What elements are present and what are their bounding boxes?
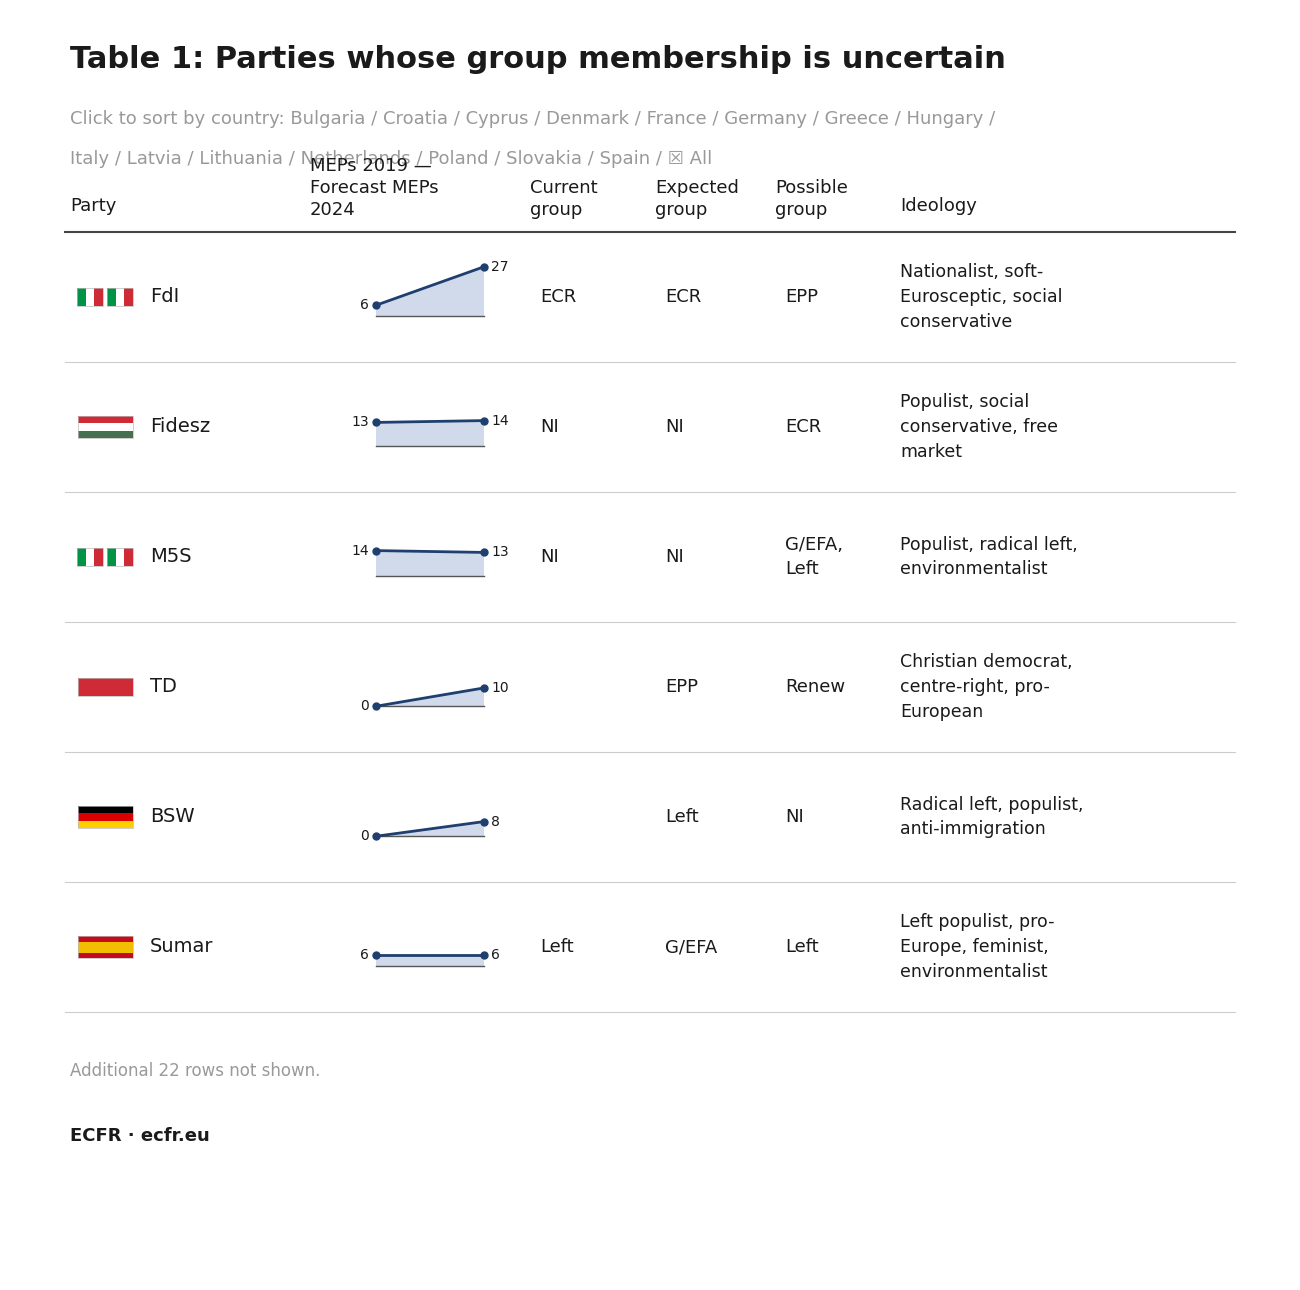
Bar bbox=[107, 548, 116, 566]
Bar bbox=[78, 423, 133, 431]
Text: Populist, social
conservative, free
market: Populist, social conservative, free mark… bbox=[900, 393, 1058, 461]
Text: ECR: ECR bbox=[785, 418, 822, 436]
Text: Left: Left bbox=[666, 808, 698, 826]
Bar bbox=[95, 288, 103, 306]
Text: Table 1: Parties whose group membership is uncertain: Table 1: Parties whose group membership … bbox=[70, 45, 1006, 74]
Text: ECR: ECR bbox=[666, 288, 701, 306]
Text: Left: Left bbox=[785, 938, 819, 956]
Text: G/EFA: G/EFA bbox=[666, 938, 718, 956]
Text: Renew: Renew bbox=[785, 679, 845, 697]
Text: Radical left, populist,
anti-immigration: Radical left, populist, anti-immigration bbox=[900, 796, 1083, 838]
Bar bbox=[78, 415, 133, 423]
Text: 0: 0 bbox=[360, 829, 369, 844]
Bar bbox=[125, 548, 133, 566]
Text: NI: NI bbox=[540, 548, 559, 566]
Text: Left: Left bbox=[540, 938, 573, 956]
Text: Fidesz: Fidesz bbox=[150, 418, 211, 436]
Text: NI: NI bbox=[666, 548, 684, 566]
Text: Click to sort by country: Bulgaria / Croatia / Cyprus / Denmark / France / Germa: Click to sort by country: Bulgaria / Cro… bbox=[70, 110, 996, 128]
Bar bbox=[78, 415, 133, 439]
Bar bbox=[116, 288, 125, 306]
Bar bbox=[78, 813, 133, 820]
Bar bbox=[107, 288, 133, 306]
Text: 6: 6 bbox=[491, 948, 500, 962]
Polygon shape bbox=[376, 822, 484, 836]
Text: Ideology: Ideology bbox=[900, 197, 976, 215]
Text: 2024: 2024 bbox=[309, 201, 356, 219]
Bar bbox=[86, 548, 95, 566]
Text: NI: NI bbox=[666, 418, 684, 436]
Text: EPP: EPP bbox=[785, 288, 818, 306]
Text: 13: 13 bbox=[351, 415, 369, 430]
Polygon shape bbox=[376, 421, 484, 446]
Text: 6: 6 bbox=[360, 948, 369, 962]
Bar bbox=[77, 548, 86, 566]
Bar bbox=[125, 288, 133, 306]
Polygon shape bbox=[376, 956, 484, 966]
Text: ECR: ECR bbox=[540, 288, 576, 306]
Text: 0: 0 bbox=[360, 699, 369, 713]
Bar bbox=[107, 548, 133, 566]
Text: group: group bbox=[655, 201, 707, 219]
Text: BSW: BSW bbox=[150, 808, 195, 827]
Text: Expected: Expected bbox=[655, 179, 738, 197]
Bar bbox=[78, 679, 133, 697]
Bar bbox=[116, 548, 125, 566]
Text: M5S: M5S bbox=[150, 547, 191, 566]
Polygon shape bbox=[376, 551, 484, 577]
Bar bbox=[86, 288, 95, 306]
Text: ECFR · ecfr.eu: ECFR · ecfr.eu bbox=[70, 1127, 209, 1146]
Text: 6: 6 bbox=[360, 298, 369, 312]
Bar bbox=[95, 548, 103, 566]
Text: Christian democrat,
centre-right, pro-
European: Christian democrat, centre-right, pro- E… bbox=[900, 653, 1072, 721]
Text: FdI: FdI bbox=[150, 288, 179, 307]
Bar bbox=[78, 952, 133, 958]
Text: NI: NI bbox=[540, 418, 559, 436]
Bar bbox=[78, 820, 133, 828]
Bar bbox=[78, 942, 133, 952]
Bar bbox=[78, 806, 133, 828]
Text: 14: 14 bbox=[491, 414, 508, 427]
Text: Forecast MEPs: Forecast MEPs bbox=[309, 179, 438, 197]
Text: MEPs 2019 —: MEPs 2019 — bbox=[309, 157, 432, 175]
Text: group: group bbox=[775, 201, 827, 219]
Text: 10: 10 bbox=[491, 681, 508, 695]
Text: group: group bbox=[530, 201, 582, 219]
Text: Possible: Possible bbox=[775, 179, 848, 197]
Text: Party: Party bbox=[70, 197, 117, 215]
Text: 27: 27 bbox=[491, 259, 508, 273]
Text: Left populist, pro-
Europe, feminist,
environmentalist: Left populist, pro- Europe, feminist, en… bbox=[900, 913, 1054, 980]
Polygon shape bbox=[376, 688, 484, 706]
Bar bbox=[78, 806, 133, 813]
Bar bbox=[77, 288, 86, 306]
Polygon shape bbox=[376, 267, 484, 316]
Bar bbox=[78, 937, 133, 942]
Text: TD: TD bbox=[150, 677, 177, 697]
Text: Nationalist, soft-
Eurosceptic, social
conservative: Nationalist, soft- Eurosceptic, social c… bbox=[900, 263, 1062, 332]
Bar bbox=[77, 288, 103, 306]
Bar bbox=[77, 548, 103, 566]
Text: 8: 8 bbox=[491, 814, 500, 828]
Bar bbox=[78, 937, 133, 958]
Text: Current: Current bbox=[530, 179, 598, 197]
Text: NI: NI bbox=[785, 808, 803, 826]
Bar bbox=[107, 288, 116, 306]
Text: Italy / Latvia / Lithuania / Netherlands / Poland / Slovakia / Spain / ☒ All: Italy / Latvia / Lithuania / Netherlands… bbox=[70, 150, 712, 168]
Text: EPP: EPP bbox=[666, 679, 698, 697]
Text: G/EFA,
Left: G/EFA, Left bbox=[785, 535, 842, 578]
Text: 13: 13 bbox=[491, 546, 508, 560]
Text: Additional 22 rows not shown.: Additional 22 rows not shown. bbox=[70, 1062, 320, 1080]
Bar bbox=[78, 679, 133, 697]
Text: Sumar: Sumar bbox=[150, 938, 213, 956]
Text: Populist, radical left,
environmentalist: Populist, radical left, environmentalist bbox=[900, 535, 1078, 578]
Text: 14: 14 bbox=[351, 543, 369, 557]
Bar bbox=[78, 431, 133, 439]
